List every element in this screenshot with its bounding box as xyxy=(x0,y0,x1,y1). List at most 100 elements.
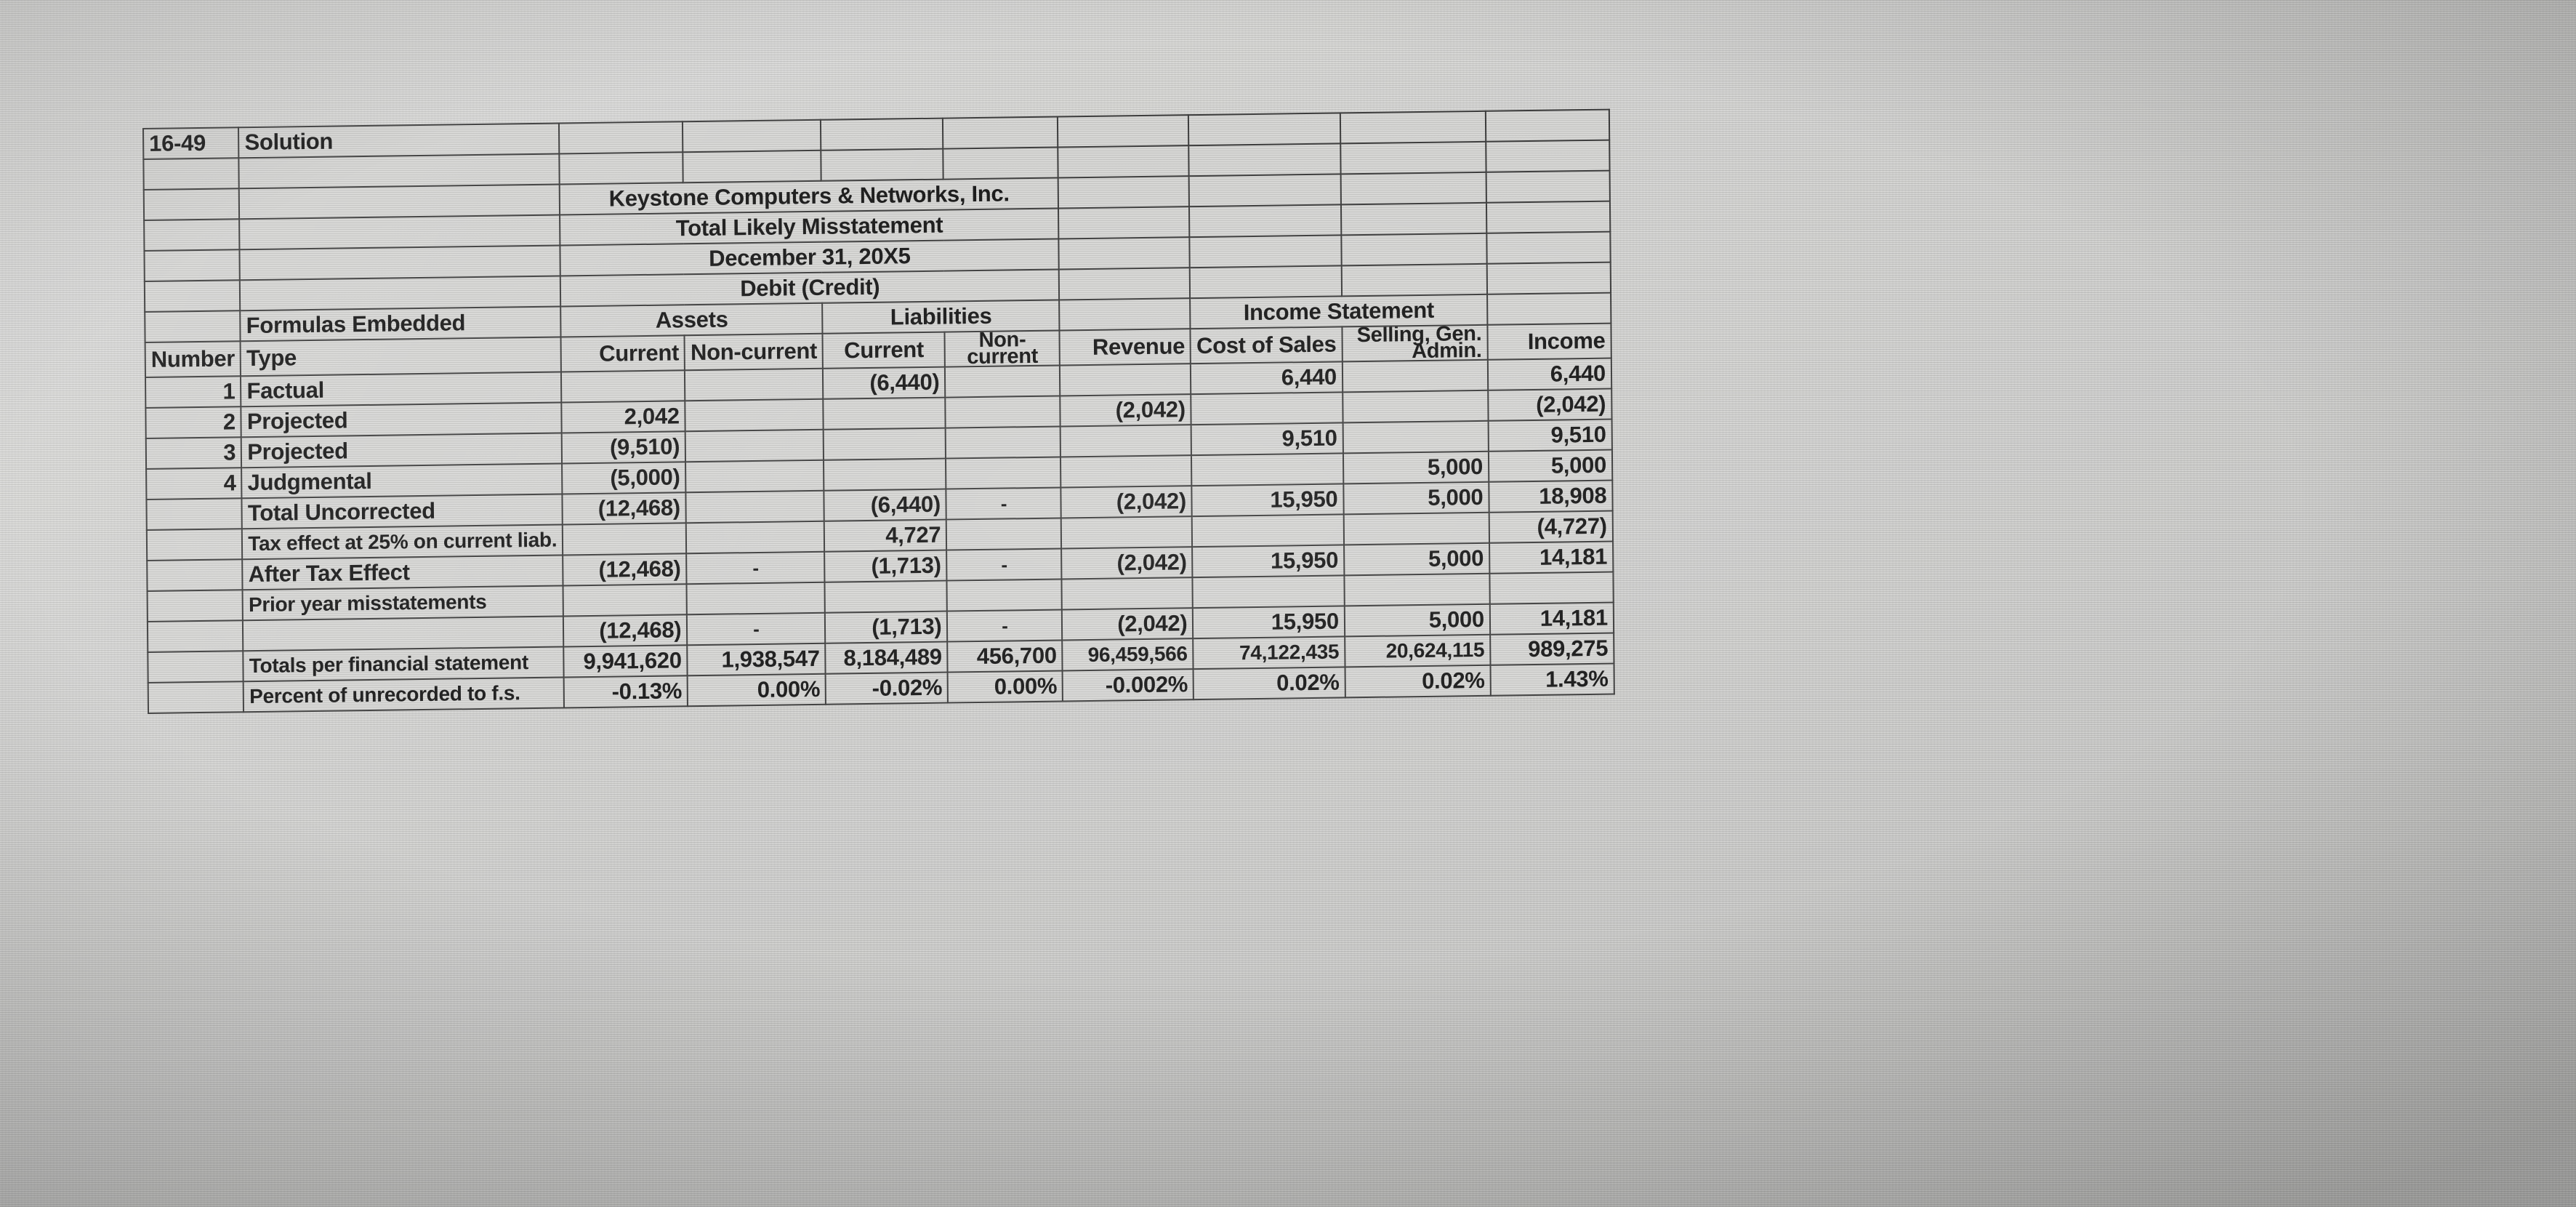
cell-revenue: 96,459,566 xyxy=(1062,638,1194,671)
cell-income: 14,181 xyxy=(1489,541,1614,574)
cell-cost-of-sales: 6,440 xyxy=(1191,361,1343,395)
row-number-cell xyxy=(147,590,243,622)
empty-cell xyxy=(1340,202,1487,236)
cell-assets-current: 9,941,620 xyxy=(563,645,688,678)
row-label-cell: Total Uncorrected xyxy=(241,494,563,529)
cell-assets-noncurrent xyxy=(686,582,826,615)
empty-cell xyxy=(683,150,822,183)
cell-assets-current xyxy=(563,523,687,556)
cell-liab-current xyxy=(823,397,946,430)
cell-liab-noncurrent: 456,700 xyxy=(947,640,1063,673)
row-number-cell xyxy=(146,498,243,531)
row-number-cell xyxy=(147,620,243,653)
cell-revenue xyxy=(1060,364,1191,396)
row-label-cell: Judgmental xyxy=(241,463,563,499)
cell-revenue xyxy=(1060,455,1192,488)
empty-cell xyxy=(239,184,560,220)
empty-cell xyxy=(1058,115,1189,148)
cell-liab-current xyxy=(824,580,948,614)
empty-cell xyxy=(1341,263,1487,297)
cell-cost-of-sales xyxy=(1192,514,1344,548)
col-header-number: Number xyxy=(145,341,241,378)
misstatement-worksheet-table: 16-49 Solution xyxy=(142,108,1615,715)
cell-liab-noncurrent xyxy=(946,426,1061,459)
row-label-cell: Factual xyxy=(241,372,562,407)
cell-revenue: (2,042) xyxy=(1061,547,1193,580)
empty-cell xyxy=(1340,111,1486,144)
empty-cell xyxy=(1058,206,1190,239)
cell-sga xyxy=(1344,574,1490,606)
cell-liab-current: -0.02% xyxy=(825,672,949,705)
empty-cell xyxy=(239,245,561,281)
empty-cell xyxy=(1340,172,1486,205)
col-header-cost-of-sales: Cost of Sales xyxy=(1190,326,1343,364)
row-label-cell: Totals per financial statement xyxy=(243,646,564,682)
empty-cell xyxy=(144,219,240,251)
cell-sga xyxy=(1343,390,1489,423)
empty-cell xyxy=(1189,174,1341,207)
row-number-cell: 1 xyxy=(145,376,241,409)
cell-assets-noncurrent xyxy=(686,521,825,554)
cell-liab-current xyxy=(824,458,946,492)
cell-assets-current: (12,468) xyxy=(563,553,687,586)
cell-assets-noncurrent xyxy=(685,430,824,462)
row-number-cell xyxy=(148,681,244,714)
cell-cost-of-sales xyxy=(1192,575,1345,609)
row-label-cell: After Tax Effect xyxy=(242,555,563,590)
empty-cell xyxy=(1486,170,1610,203)
cell-sga: 0.02% xyxy=(1345,665,1491,698)
cell-sga xyxy=(1343,421,1489,454)
cell-liab-current: 4,727 xyxy=(824,519,947,553)
col-header-assets-current: Current xyxy=(560,335,685,372)
empty-cell xyxy=(559,152,683,185)
cell-liab-current: (6,440) xyxy=(824,489,947,522)
cell-assets-current: -0.13% xyxy=(563,675,688,708)
cell-liab-noncurrent xyxy=(946,457,1061,489)
cell-assets-current xyxy=(561,370,685,403)
cell-revenue xyxy=(1060,425,1192,457)
cell-assets-noncurrent xyxy=(685,460,824,493)
cell-assets-noncurrent: 1,938,547 xyxy=(687,643,826,676)
cell-liab-noncurrent: - xyxy=(947,609,1063,642)
cell-assets-noncurrent xyxy=(685,491,825,524)
group-header-income-statement: Income Statement xyxy=(1190,294,1488,329)
col-header-liab-noncurrent: Non- current xyxy=(944,330,1060,367)
cell-assets-current xyxy=(563,584,688,617)
cell-sga xyxy=(1342,360,1489,393)
cell-liab-current: (1,713) xyxy=(824,550,947,583)
cell-income: (4,727) xyxy=(1489,510,1613,544)
worksheet-data-rows: 1 Factual (6,440) 6,440 6,440 2 Projected 2,042… xyxy=(145,358,1614,714)
empty-cell xyxy=(240,276,561,311)
cell-assets-noncurrent xyxy=(685,399,824,432)
cell-liab-noncurrent: - xyxy=(946,548,1062,581)
cell-assets-noncurrent xyxy=(685,369,824,401)
cell-liab-current: 8,184,489 xyxy=(825,641,948,675)
col-header-assets-noncurrent: Non-current xyxy=(684,333,824,371)
cell-cost-of-sales: 74,122,435 xyxy=(1193,636,1345,670)
row-number-cell xyxy=(146,529,243,561)
empty-cell xyxy=(238,153,560,189)
empty-cell xyxy=(1190,265,1342,299)
cell-income: 5,000 xyxy=(1488,449,1613,483)
cell-cost-of-sales: 15,950 xyxy=(1192,545,1345,578)
row-label-cell: Percent of unrecorded to f.s. xyxy=(243,677,565,713)
empty-cell xyxy=(1058,145,1190,178)
row-label-cell: Tax effect at 25% on current liab. xyxy=(242,524,563,560)
empty-cell xyxy=(943,116,1058,149)
cell-liab-noncurrent xyxy=(945,365,1060,398)
empty-cell xyxy=(1485,109,1610,142)
row-number-cell: 2 xyxy=(145,406,242,439)
row-number-cell xyxy=(147,559,243,592)
empty-cell xyxy=(1189,204,1342,238)
cell-revenue xyxy=(1061,516,1193,549)
cell-assets-noncurrent: - xyxy=(686,552,825,585)
cell-revenue: (2,042) xyxy=(1060,486,1193,518)
cell-assets-current: (12,468) xyxy=(562,492,687,525)
col-header-liab-current: Current xyxy=(822,332,946,369)
empty-cell xyxy=(145,310,241,342)
cell-revenue: (2,042) xyxy=(1062,608,1194,641)
formulas-embedded-label: Formulas Embedded xyxy=(240,306,561,342)
cell-income: 18,908 xyxy=(1489,480,1613,513)
empty-cell xyxy=(821,148,944,181)
col-header-income: Income xyxy=(1487,323,1611,361)
